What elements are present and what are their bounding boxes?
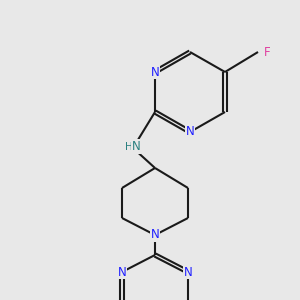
Text: N: N (151, 65, 159, 79)
Text: N: N (184, 266, 192, 278)
Text: H: H (124, 142, 132, 152)
Text: N: N (151, 229, 159, 242)
Text: N: N (132, 140, 140, 153)
Text: N: N (186, 125, 194, 139)
Text: N: N (118, 266, 126, 278)
Text: F: F (263, 46, 270, 59)
